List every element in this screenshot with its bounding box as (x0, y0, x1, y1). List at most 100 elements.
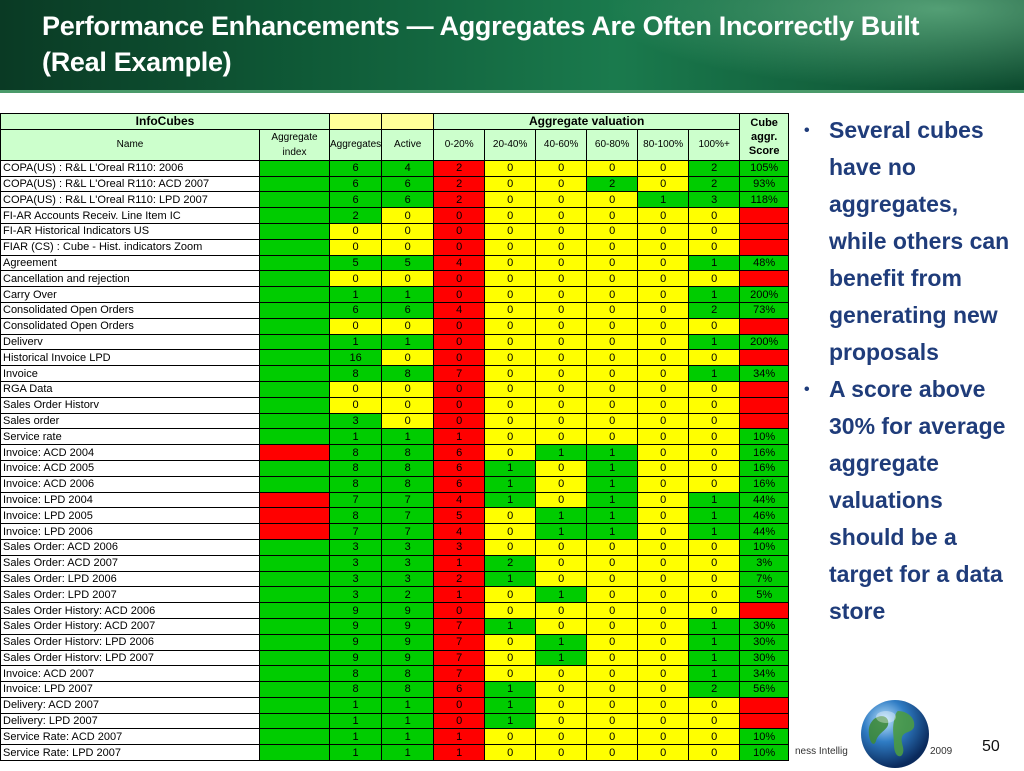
valuation-cell: 1 (688, 523, 741, 540)
valuation-cell: 1 (535, 586, 588, 604)
table-row: FIAR (CS) : Cube - Hist. indicators Zoom… (0, 238, 790, 256)
valuation-cell: 2 (484, 554, 537, 572)
valuation-cell: 0 (484, 396, 537, 414)
valuation-cell: 0 (637, 428, 690, 446)
valuation-cell: 0 (586, 191, 639, 209)
cube-score-cell: 93% (739, 175, 790, 193)
valuation-cell: 0 (637, 444, 690, 461)
valuation-cell: 0 (535, 349, 588, 367)
valuation-cell: 4 (433, 254, 486, 272)
valuation-cell: 6 (433, 681, 486, 698)
valuation-cell: 0 (586, 649, 639, 667)
valuation-cell: 0 (586, 428, 639, 446)
valuation-cell: 0 (484, 270, 537, 288)
table-row: Delivery: ACD 2007 1 1 0 1 0 0 0 0 (0, 696, 790, 714)
valuation-cell: 1 (688, 665, 741, 683)
valuation-cell: 0 (637, 254, 690, 272)
active-cell: 8 (381, 681, 435, 698)
cube-score-cell: 118% (739, 191, 790, 209)
valuation-cell: 7 (433, 617, 486, 635)
col-header-40-60: 40-60% (535, 128, 588, 161)
cube-score-cell: 10% (739, 728, 790, 746)
valuation-cell: 0 (484, 286, 537, 303)
valuation-cell: 0 (535, 570, 588, 588)
valuation-cell: 1 (484, 617, 537, 635)
valuation-cell: 1 (688, 333, 741, 351)
active-cell: 3 (381, 538, 435, 556)
aggregates-cell: 3 (328, 554, 383, 572)
valuation-cell: 0 (637, 207, 690, 224)
valuation-cell: 0 (688, 207, 741, 224)
valuation-cell: 0 (637, 507, 690, 525)
header-divider (0, 90, 1024, 93)
valuation-cell: 0 (484, 317, 537, 335)
cube-name-cell: Sales Order Historv (0, 396, 260, 414)
cube-score-cell: 46% (739, 507, 790, 525)
cube-score-cell: 10% (739, 538, 790, 556)
valuation-cell: 0 (586, 633, 639, 651)
table-row: Consolidated Open Orders 6 6 4 0 0 0 0 2 73% (0, 301, 790, 319)
valuation-cell: 0 (484, 633, 537, 651)
valuation-cell: 1 (433, 586, 486, 604)
aggregate-index-cell (259, 349, 330, 367)
valuation-cell: 0 (688, 538, 741, 556)
valuation-cell: 0 (586, 538, 639, 556)
active-cell: 0 (381, 207, 435, 224)
cube-score-cell: 30% (739, 649, 790, 667)
valuation-cell: 0 (637, 349, 690, 367)
valuation-cell: 0 (637, 238, 690, 256)
valuation-cell: 0 (586, 159, 639, 177)
active-cell: 1 (381, 286, 435, 303)
aggregates-cell: 0 (328, 317, 383, 335)
valuation-cell: 0 (433, 396, 486, 414)
valuation-cell: 0 (535, 681, 588, 698)
table-row: Sales Order Historv: LPD 2007 9 9 7 0 1 0 0 1 30% (0, 649, 790, 667)
valuation-cell: 0 (637, 301, 690, 319)
active-cell: 9 (381, 617, 435, 635)
valuation-cell: 0 (688, 712, 741, 730)
aggregate-index-cell (259, 523, 330, 540)
valuation-cell: 2 (688, 301, 741, 319)
valuation-cell: 0 (637, 159, 690, 177)
table-row: FI-AR Accounts Receiv. Line Item IC 2 0 0 0 0… (0, 207, 790, 224)
aggregate-index-cell (259, 380, 330, 398)
valuation-cell: 0 (484, 428, 537, 446)
valuation-cell: 0 (688, 317, 741, 335)
footer-year: 2009 (930, 746, 953, 757)
cube-score-cell: 56% (739, 681, 790, 698)
valuation-cell: 1 (535, 633, 588, 651)
title-line-1: Performance Enhancements — Aggregates Ar… (42, 11, 920, 41)
valuation-cell: 0 (586, 317, 639, 335)
valuation-cell: 0 (535, 254, 588, 272)
valuation-cell: 1 (433, 728, 486, 746)
cube-score-cell: 16% (739, 475, 790, 493)
cube-score-cell: 34% (739, 665, 790, 683)
aggregates-cell: 8 (328, 507, 383, 525)
valuation-cell: 0 (484, 523, 537, 540)
col-header-100-plus: 100%+ (688, 128, 741, 161)
valuation-cell: 1 (484, 491, 537, 509)
bullet-text: Several cubes have no aggregates, while … (829, 117, 1010, 365)
cube-score-cell: 34% (739, 365, 790, 382)
active-cell: 1 (381, 728, 435, 746)
table-row: Invoice 8 8 7 0 0 0 0 1 34% (0, 365, 790, 382)
table-row: Agreement 5 5 4 0 0 0 0 1 48% (0, 254, 790, 272)
aggregate-index-cell (259, 728, 330, 746)
active-cell: 1 (381, 696, 435, 714)
aggregates-cell: 6 (328, 175, 383, 193)
active-cell: 0 (381, 238, 435, 256)
valuation-cell: 1 (586, 491, 639, 509)
aggregates-cell: 1 (328, 286, 383, 303)
valuation-cell: 0 (484, 333, 537, 351)
valuation-cell: 0 (586, 617, 639, 635)
cube-score-cell: 30% (739, 617, 790, 635)
aggregates-cell: 7 (328, 491, 383, 509)
valuation-cell: 0 (484, 159, 537, 177)
valuation-cell: 0 (535, 665, 588, 683)
cube-score-cell: 3% (739, 554, 790, 572)
aggregate-index-cell (259, 396, 330, 414)
valuation-cell: 1 (433, 428, 486, 446)
valuation-cell: 0 (484, 649, 537, 667)
valuation-cell: 0 (433, 270, 486, 288)
valuation-cell: 6 (433, 475, 486, 493)
